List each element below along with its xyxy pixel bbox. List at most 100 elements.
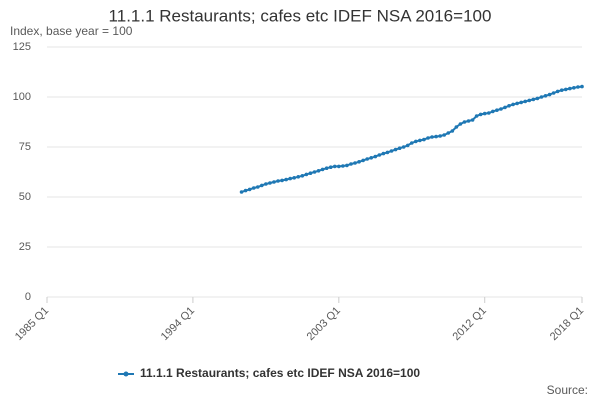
y-tick-label: 50 bbox=[19, 191, 31, 203]
data-point bbox=[389, 149, 394, 153]
data-point bbox=[474, 114, 479, 118]
data-point bbox=[381, 151, 386, 156]
data-point bbox=[486, 111, 491, 115]
data-point bbox=[519, 100, 524, 105]
data-point bbox=[320, 167, 325, 172]
x-tick-label: 1994 Q1 bbox=[159, 305, 197, 343]
data-point bbox=[332, 164, 337, 169]
data-point bbox=[361, 158, 365, 163]
data-point bbox=[446, 131, 451, 135]
series-line bbox=[241, 85, 583, 193]
data-point bbox=[458, 122, 463, 126]
data-point bbox=[539, 95, 544, 99]
source: Source: bbox=[547, 383, 588, 397]
data-point bbox=[409, 141, 414, 145]
data-point bbox=[426, 136, 430, 140]
data-point bbox=[568, 86, 572, 91]
data-point bbox=[288, 176, 292, 181]
data-point bbox=[393, 147, 398, 152]
data-point bbox=[276, 179, 280, 183]
data-point bbox=[284, 177, 288, 182]
data-point bbox=[251, 186, 256, 190]
x-tick-label: 2003 Q1 bbox=[305, 305, 343, 343]
data-point bbox=[462, 120, 467, 124]
data-point bbox=[503, 105, 507, 110]
chart-subtitle: Index, base year = 100 bbox=[10, 24, 133, 38]
data-point bbox=[345, 163, 349, 168]
data-point bbox=[422, 137, 426, 142]
data-point bbox=[268, 181, 272, 185]
data-point bbox=[292, 176, 297, 180]
data-point bbox=[580, 84, 584, 89]
data-point bbox=[255, 185, 260, 189]
data-point bbox=[559, 88, 564, 92]
x-tick-label: 2018 Q1 bbox=[548, 305, 586, 343]
data-point bbox=[365, 157, 369, 161]
data-point bbox=[300, 174, 305, 178]
data-point bbox=[466, 119, 471, 123]
data-point bbox=[296, 175, 301, 179]
x-tick-label: 1985 Q1 bbox=[13, 305, 51, 343]
data-point bbox=[547, 92, 552, 97]
data-point bbox=[527, 98, 532, 103]
data-point bbox=[507, 104, 511, 108]
y-tick-label: 75 bbox=[19, 141, 31, 153]
data-point bbox=[260, 183, 264, 188]
y-tick-label: 100 bbox=[13, 91, 31, 103]
data-point bbox=[349, 162, 353, 166]
data-point bbox=[324, 166, 329, 170]
data-point bbox=[450, 129, 455, 133]
data-point bbox=[470, 118, 475, 122]
data-point bbox=[495, 108, 499, 112]
data-point bbox=[341, 164, 345, 168]
data-point bbox=[373, 154, 378, 159]
data-point bbox=[385, 150, 390, 155]
data-point bbox=[555, 89, 560, 94]
data-point bbox=[377, 153, 382, 157]
chart-title: 11.1.1 Restaurants; cafes etc IDEF NSA 2… bbox=[109, 6, 492, 25]
data-point bbox=[353, 161, 357, 165]
data-point bbox=[499, 107, 503, 111]
data-point bbox=[369, 156, 374, 160]
data-point bbox=[316, 169, 321, 173]
data-point bbox=[442, 133, 446, 137]
data-point bbox=[247, 187, 252, 192]
data-point bbox=[405, 143, 410, 148]
data-point bbox=[264, 182, 268, 186]
data-point bbox=[531, 97, 536, 102]
legend-label: 11.1.1 Restaurants; cafes etc IDEF NSA 2… bbox=[140, 366, 420, 380]
data-point bbox=[272, 180, 276, 184]
data-point bbox=[478, 112, 483, 117]
data-point bbox=[414, 139, 418, 144]
y-tick-label: 0 bbox=[25, 291, 31, 303]
x-tick-label: 2012 Q1 bbox=[451, 305, 489, 343]
data-point bbox=[328, 165, 333, 169]
data-point bbox=[515, 101, 519, 106]
data-point bbox=[357, 160, 361, 164]
data-point bbox=[576, 85, 580, 89]
y-tick-label: 125 bbox=[13, 41, 31, 53]
data-point bbox=[454, 125, 459, 129]
y-tick-label: 25 bbox=[19, 241, 31, 253]
data-point bbox=[243, 188, 248, 193]
data-point bbox=[551, 91, 556, 95]
data-point bbox=[280, 178, 284, 183]
data-point bbox=[535, 96, 540, 101]
data-point bbox=[337, 164, 341, 169]
data-point bbox=[434, 134, 438, 139]
data-point bbox=[523, 99, 528, 104]
data-point bbox=[430, 135, 434, 139]
data-point bbox=[418, 138, 422, 143]
data-point bbox=[543, 94, 548, 98]
legend-dot bbox=[123, 371, 129, 377]
data-point bbox=[438, 134, 442, 138]
data-point bbox=[304, 172, 309, 177]
data-point bbox=[397, 146, 402, 150]
data-point bbox=[491, 109, 495, 114]
data-point bbox=[563, 87, 568, 92]
data-point bbox=[401, 145, 406, 149]
data-point bbox=[312, 170, 317, 174]
data-point bbox=[239, 190, 244, 194]
data-point bbox=[308, 171, 313, 175]
